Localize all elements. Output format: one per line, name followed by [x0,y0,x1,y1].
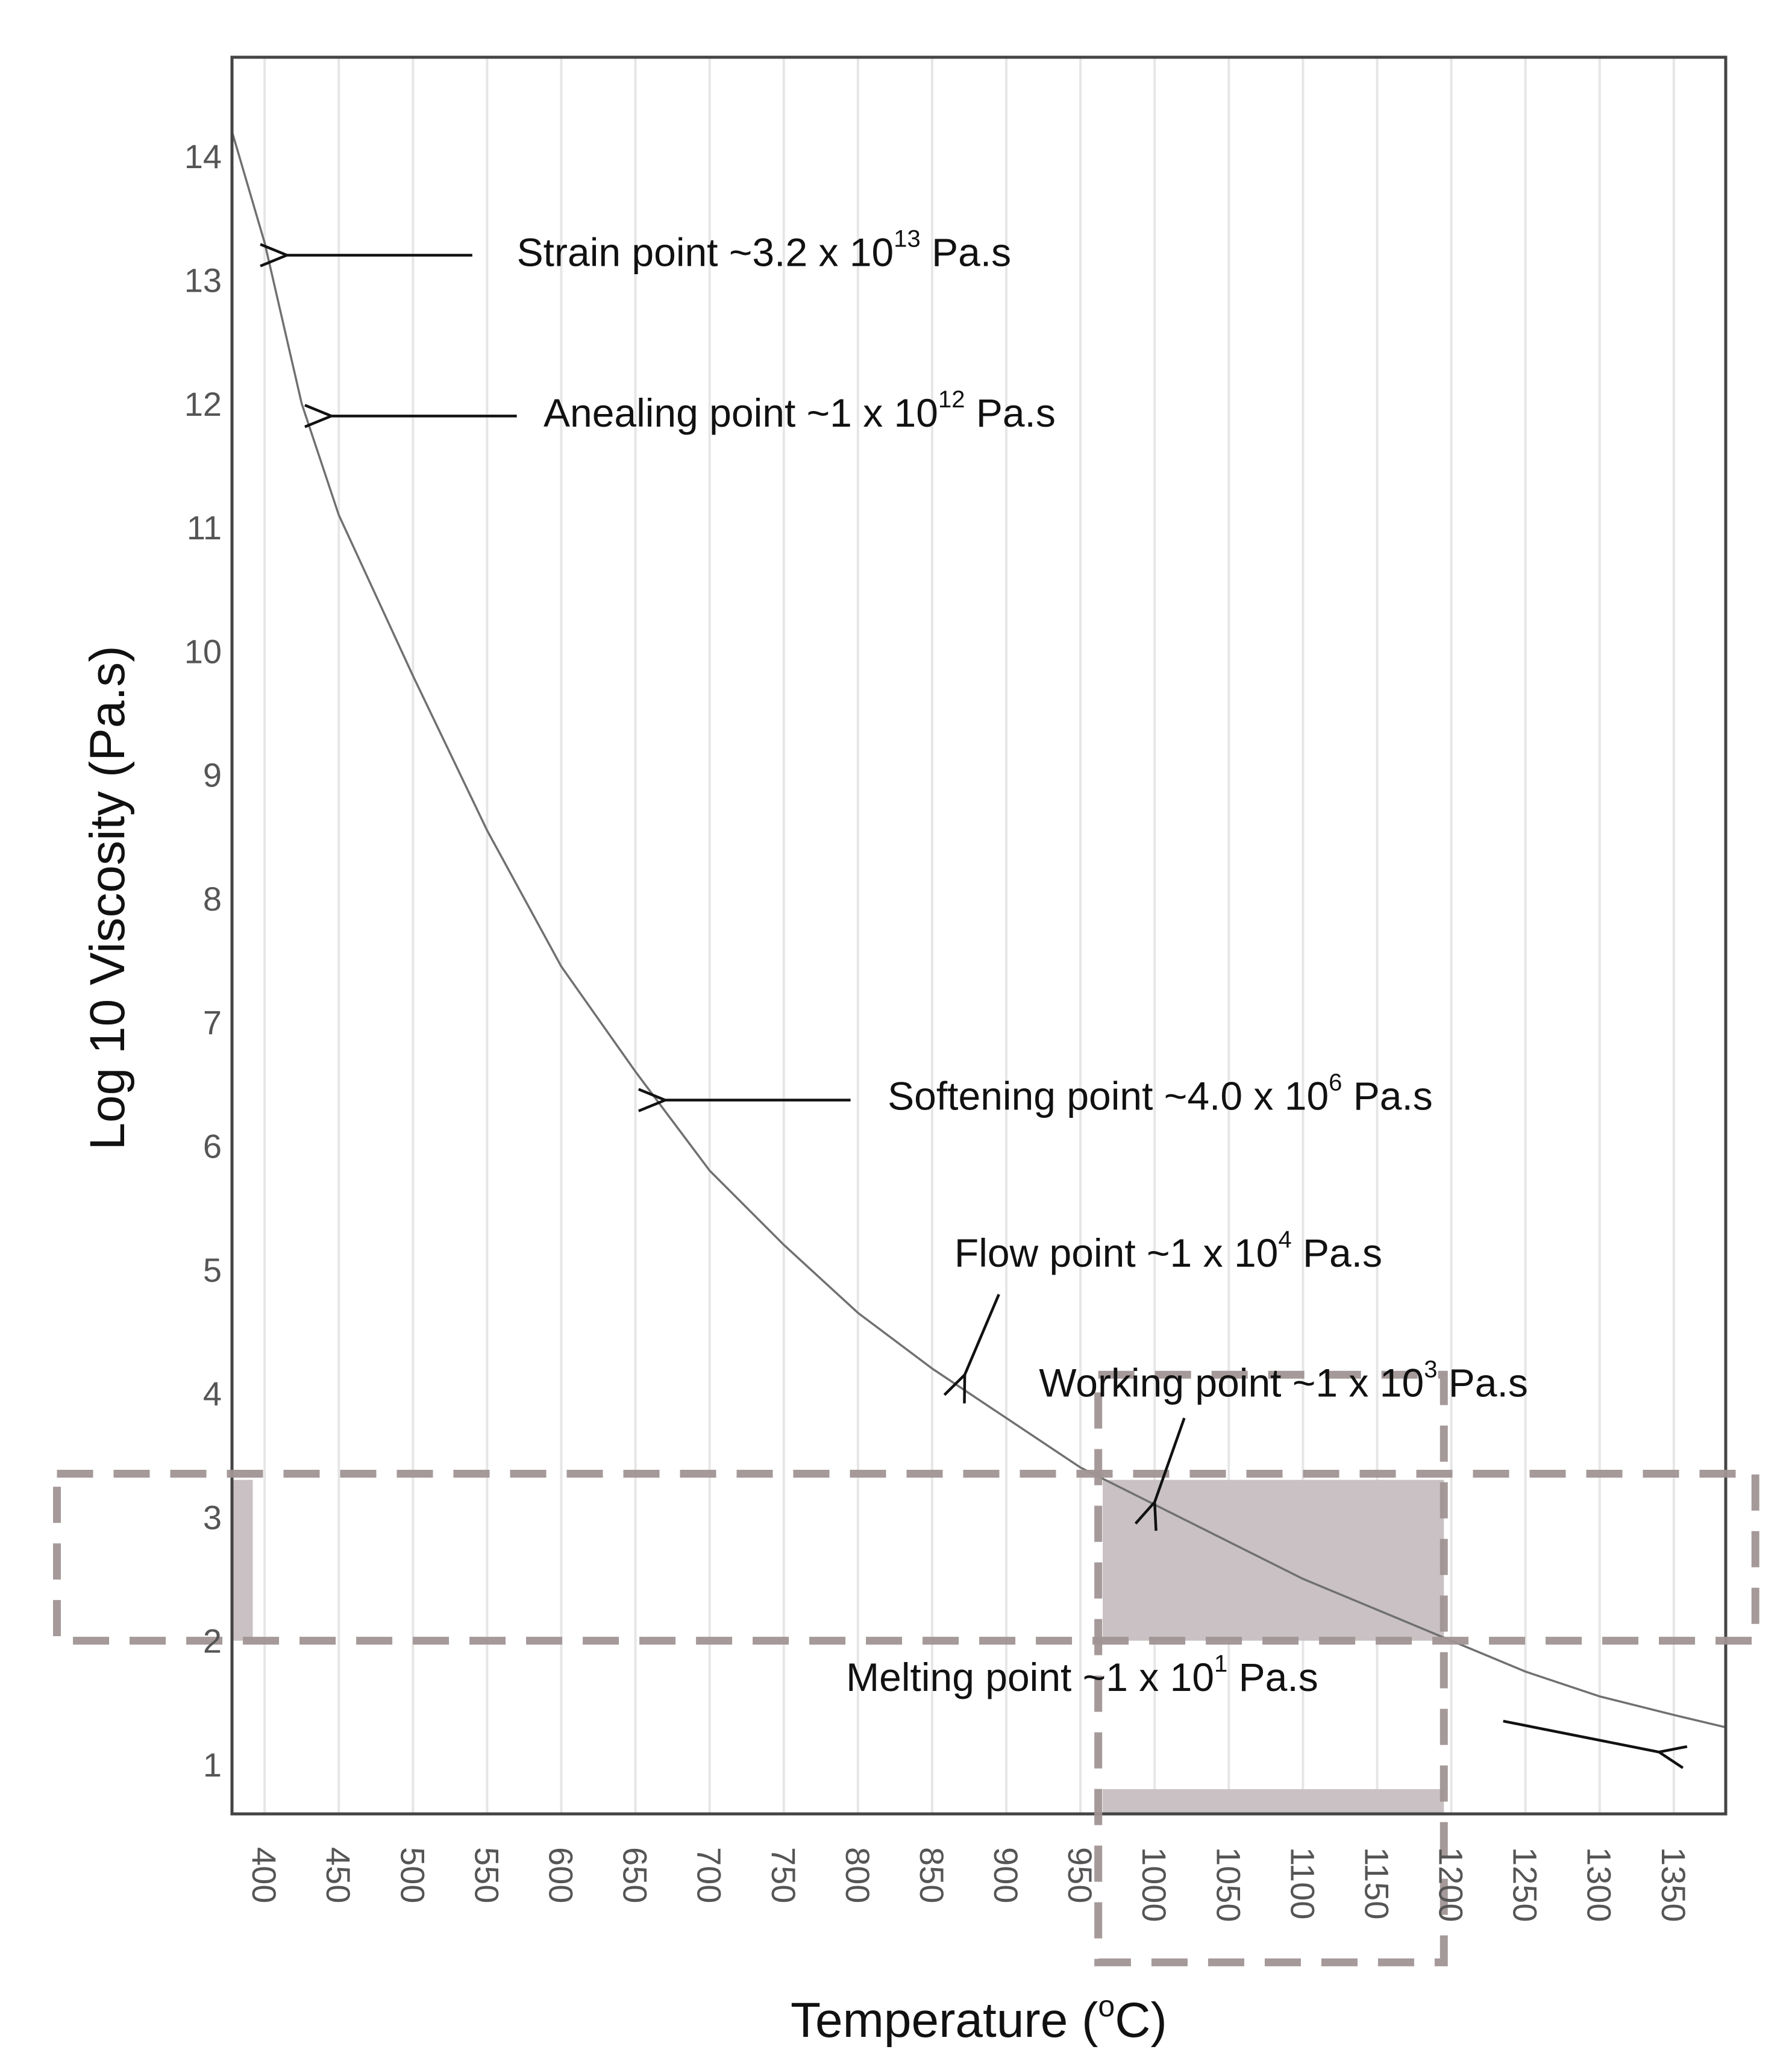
annealing-point-label-exponent: 12 [938,386,965,413]
working-point-label-unit: Pa.s [1437,1361,1527,1405]
strain-point-label-exponent: 13 [894,225,921,252]
x-tick-label-650: 650 [616,1847,654,1903]
temperature-range-box [1094,1370,1448,1966]
x-tick-label-750: 750 [765,1847,803,1903]
x-tick-label-700: 700 [691,1847,728,1903]
working-point-label-text: Working point ~1 x 10 [1039,1361,1424,1405]
softening-point-label-text: Softening point ~4.0 x 10 [888,1073,1329,1118]
dashed-range-boxes [53,1370,1759,1966]
x-axis-title-sup: o [1098,1989,1115,2023]
y-tick-label-8: 8 [203,880,222,918]
y-tick-label-1: 1 [203,1746,222,1784]
shaded-temperature-band [1103,1789,1444,1814]
working-point-label-exponent: 3 [1424,1356,1437,1383]
melting-point-label-text: Melting point ~1 x 10 [846,1655,1214,1699]
x-tick-label-1300: 1300 [1581,1847,1618,1922]
y-tick-label-9: 9 [203,756,222,794]
y-axis-title: Log 10 Viscosity (Pa.s) [80,645,135,1150]
strain-point-label: Strain point ~3.2 x 1013 Pa.s [517,225,1012,274]
softening-point-label-unit: Pa.s [1342,1073,1432,1118]
melting-point-label: Melting point ~1 x 101 Pa.s [846,1651,1318,1699]
flow-point-arrow [965,1293,1000,1375]
y-tick-label-13: 13 [184,262,222,300]
y-tick-label-11: 11 [187,509,222,547]
y-tick-label-3: 3 [203,1498,222,1536]
x-tick-label-1250: 1250 [1506,1847,1544,1922]
softening-point-label-exponent: 6 [1329,1069,1342,1096]
melting-point-arrow [1503,1719,1659,1752]
y-tick-label-2: 2 [203,1622,222,1660]
x-tick-label-1000: 1000 [1135,1847,1173,1922]
x-tick-label-400: 400 [245,1847,283,1903]
x-axis-title-main: Temperature ( [791,1993,1098,2048]
y-tick-label-5: 5 [203,1251,222,1289]
y-tick-label-7: 7 [203,1003,222,1041]
strain-point-label-text: Strain point ~3.2 x 10 [517,230,894,274]
x-tick-label-450: 450 [319,1847,357,1903]
softening-point-label: Softening point ~4.0 x 106 Pa.s [888,1069,1433,1118]
viscosity-range-box [53,1469,1759,1645]
y-tick-label-6: 6 [203,1127,222,1165]
series-line-viscosity [231,131,1726,1729]
x-tick-label-550: 550 [468,1847,506,1903]
x-axis-title-end: C) [1115,1993,1167,2048]
x-axis-title: Temperature (oC) [791,1989,1167,2048]
x-tick-label-1200: 1200 [1432,1847,1470,1922]
annealing-point-label: Anealing point ~1 x 1012 Pa.s [544,386,1056,435]
flow-point-label-text: Flow point ~1 x 10 [954,1231,1278,1275]
x-tick-label-600: 600 [542,1847,580,1903]
x-tick-label-1100: 1100 [1283,1847,1321,1919]
working-point-label: Working point ~1 x 103 Pa.s [1039,1356,1528,1405]
x-tick-label-1150: 1150 [1358,1847,1396,1919]
shaded-left-band [232,1479,253,1641]
x-tick-label-1350: 1350 [1655,1847,1693,1922]
melting-point-label-unit: Pa.s [1227,1655,1318,1699]
y-tick-label-4: 4 [203,1375,222,1413]
data-series [231,131,1726,1729]
annealing-point-label-unit: Pa.s [965,390,1055,435]
x-tick-label-1050: 1050 [1209,1847,1247,1922]
x-axis-ticks: 400 450 500 550 600 650 700 750 800 850 900 950 1000… [245,1847,1693,1922]
y-tick-label-10: 10 [184,632,222,670]
y-tick-label-12: 12 [184,385,222,423]
plot-frame [230,55,1728,1816]
x-tick-label-500: 500 [393,1847,431,1903]
melting-point-label-exponent: 1 [1214,1651,1227,1677]
working-point-arrow [1154,1417,1186,1502]
x-tick-label-800: 800 [839,1847,877,1903]
flow-point-label: Flow point ~1 x 104 Pa.s [954,1226,1382,1275]
strain-point-label-unit: Pa.s [921,230,1011,274]
x-tick-label-950: 950 [1061,1847,1099,1903]
flow-point-label-exponent: 4 [1278,1226,1291,1253]
flow-point-label-unit: Pa.s [1292,1231,1382,1275]
y-tick-label-14: 14 [184,137,222,175]
annealing-point-label-text: Anealing point ~1 x 10 [544,390,938,435]
x-tick-label-850: 850 [913,1847,951,1903]
x-tick-label-900: 900 [987,1847,1025,1903]
